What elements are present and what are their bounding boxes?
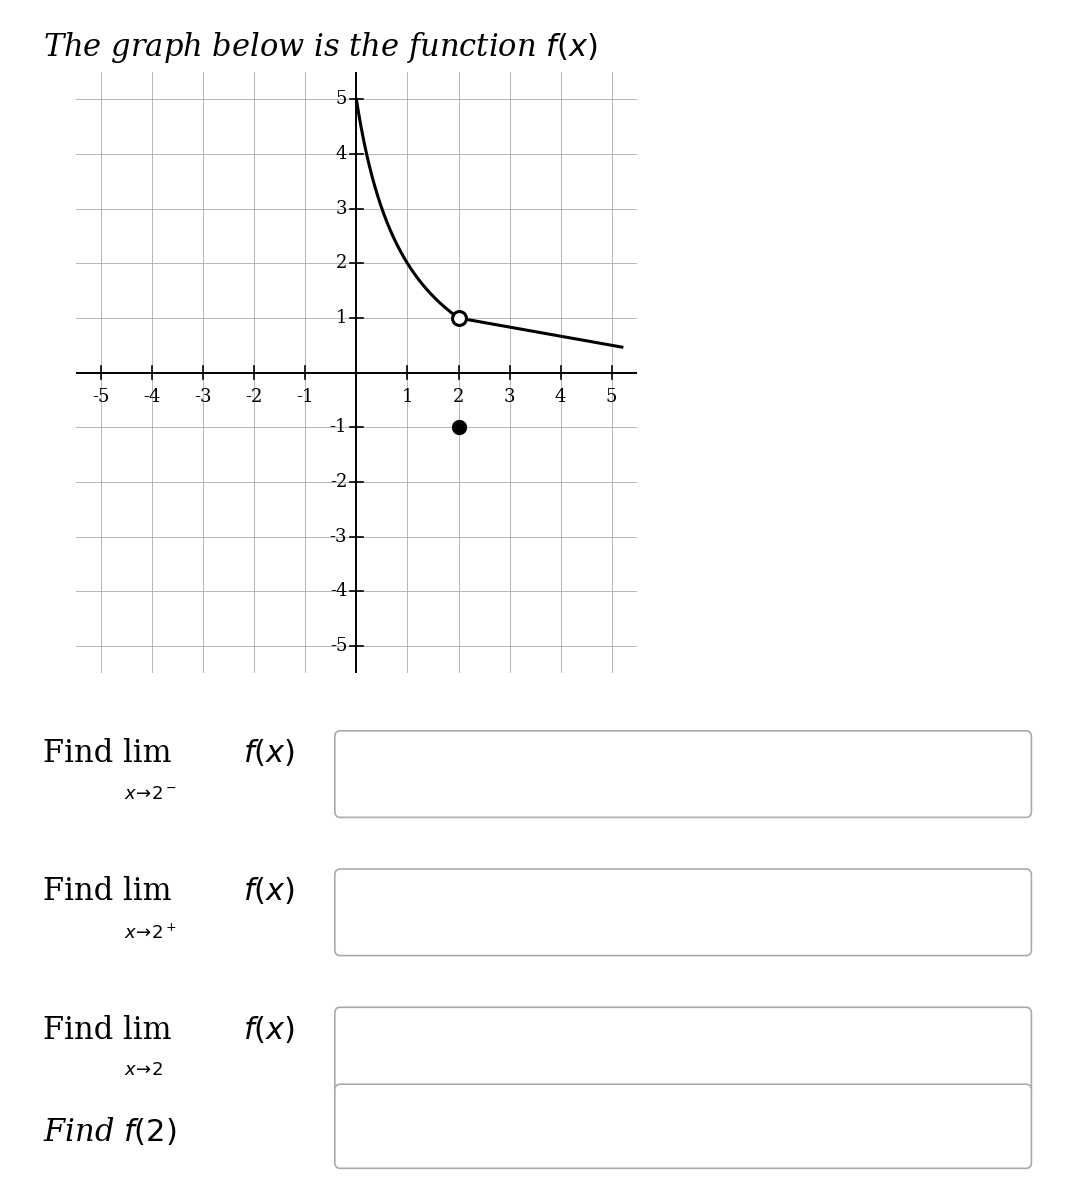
Text: -3: -3 [194, 388, 212, 406]
Text: 4: 4 [555, 388, 566, 406]
Text: Find $f(2)$: Find $f(2)$ [43, 1117, 177, 1148]
Text: $f(x)$: $f(x)$ [243, 1014, 295, 1046]
Text: -4: -4 [144, 388, 161, 406]
Text: $x\!\to\!2$: $x\!\to\!2$ [124, 1061, 163, 1079]
Text: -2: -2 [245, 388, 262, 406]
Text: 2: 2 [336, 255, 347, 273]
Text: -1: -1 [329, 418, 347, 436]
Text: Find lim: Find lim [43, 738, 172, 769]
Text: $f(x)$: $f(x)$ [243, 876, 295, 908]
Text: 1: 1 [336, 309, 347, 327]
Text: 3: 3 [503, 388, 515, 406]
Text: 3: 3 [336, 200, 347, 218]
Text: -4: -4 [329, 582, 347, 600]
Text: 2: 2 [453, 388, 464, 406]
Text: -5: -5 [93, 388, 110, 406]
Text: -3: -3 [329, 528, 347, 546]
Text: 5: 5 [336, 90, 347, 108]
Text: 1: 1 [402, 388, 414, 406]
Text: $x\!\to\!2^+$: $x\!\to\!2^+$ [124, 923, 177, 942]
Text: $x\!\to\!2^-$: $x\!\to\!2^-$ [124, 785, 177, 803]
Text: Find lim: Find lim [43, 1014, 172, 1046]
Text: Find lim: Find lim [43, 876, 172, 908]
Text: -1: -1 [297, 388, 314, 406]
Text: 4: 4 [336, 145, 347, 163]
Text: -2: -2 [329, 472, 347, 490]
Text: 5: 5 [606, 388, 618, 406]
Text: $f(x)$: $f(x)$ [243, 738, 295, 769]
Text: -5: -5 [329, 637, 347, 655]
Text: The graph below is the function $f(x)$: The graph below is the function $f(x)$ [43, 30, 597, 65]
